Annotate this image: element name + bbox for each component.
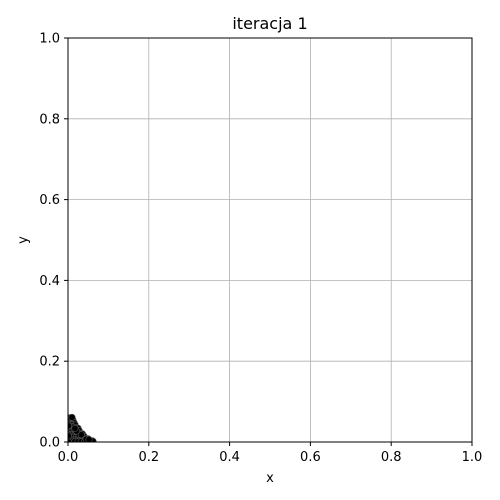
data-point: [77, 431, 85, 439]
y-tick-label: 0.0: [39, 436, 60, 451]
x-tick-label: 0.0: [58, 450, 79, 465]
x-tick-label: 0.6: [300, 450, 321, 465]
y-axis-label: y: [16, 236, 31, 244]
y-tick-label: 1.0: [39, 32, 60, 47]
data-point: [71, 424, 79, 432]
data-point: [68, 413, 76, 421]
x-tick-label: 1.0: [462, 450, 483, 465]
y-tick-label: 0.6: [39, 193, 60, 208]
x-tick-label: 0.8: [381, 450, 402, 465]
data-points: [68, 413, 97, 442]
x-tick-label: 0.2: [138, 450, 159, 465]
plot-frame: [67, 37, 473, 443]
chart-title: iteracja 1: [232, 14, 307, 33]
y-tick-label: 0.2: [39, 355, 60, 370]
x-axis-label: x: [266, 471, 274, 486]
y-tick-label: 0.8: [39, 112, 60, 127]
grid-lines: [67, 37, 473, 443]
data-point: [85, 436, 93, 442]
x-tick-label: 0.4: [219, 450, 240, 465]
axis-ticks: 0.0 0.2 0.4 0.6 0.8 1.0 0.0 0.2 0.4 0.6 0.8 1.0: [39, 32, 482, 466]
y-tick-label: 0.4: [39, 274, 60, 289]
